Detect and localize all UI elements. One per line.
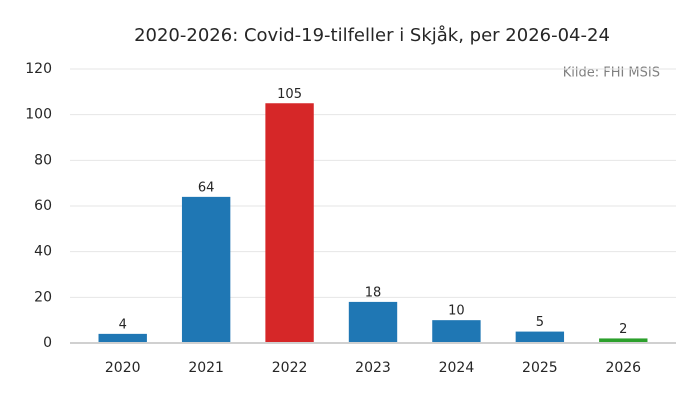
bar [515, 331, 565, 343]
bar [181, 196, 231, 343]
x-tick-label: 2021 [188, 360, 224, 376]
x-tick-label: 2026 [605, 360, 641, 376]
bar [348, 301, 398, 343]
y-tick-label: 100 [25, 107, 52, 123]
bar [599, 338, 648, 343]
y-tick-label: 120 [25, 61, 52, 77]
x-tick-label: 2020 [105, 360, 141, 376]
data-label: 105 [277, 87, 302, 102]
data-label: 5 [536, 315, 544, 330]
bar [432, 320, 481, 343]
data-label: 18 [365, 285, 382, 300]
data-label: 4 [119, 317, 127, 332]
x-tick-label: 2022 [272, 360, 308, 376]
x-tick-label: 2024 [439, 360, 475, 376]
y-tick-label: 0 [43, 335, 52, 351]
y-tick-label: 40 [34, 244, 52, 260]
x-tick-label: 2025 [522, 360, 558, 376]
y-tick-label: 80 [34, 152, 52, 168]
data-label: 10 [448, 304, 465, 319]
bar [265, 103, 314, 343]
y-tick-label: 20 [34, 289, 52, 305]
x-tick-label: 2023 [355, 360, 391, 376]
chart-title: 2020-2026: Covid-19-tilfeller i Skjåk, p… [134, 25, 610, 46]
bar [98, 333, 147, 343]
data-label: 2 [619, 322, 627, 337]
source-note: Kilde: FHI MSIS [563, 66, 660, 81]
data-label: 64 [198, 180, 215, 195]
y-tick-label: 60 [34, 198, 52, 214]
